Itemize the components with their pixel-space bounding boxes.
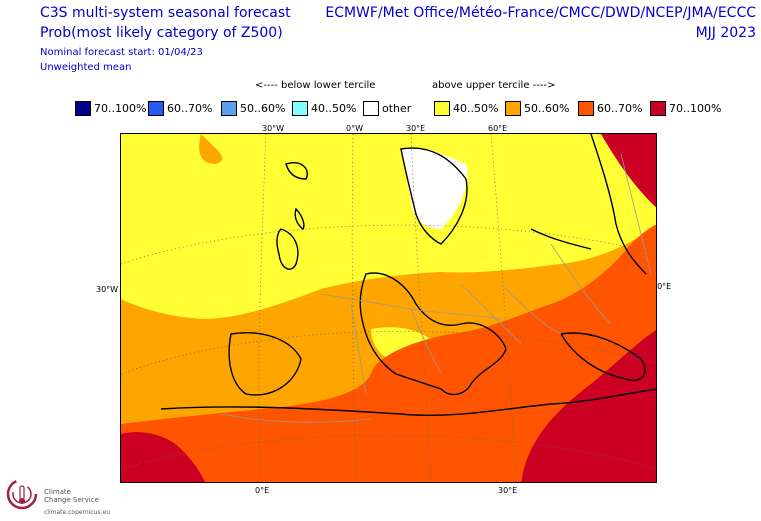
title-left-line1: C3S multi-system seasonal forecast bbox=[40, 5, 291, 21]
axis-right-label: 60°E bbox=[652, 282, 672, 291]
country-borders bbox=[220, 153, 652, 423]
region-70-100-percent-ne bbox=[601, 134, 656, 208]
title-left-line2: Prob(most likely category of Z500) bbox=[40, 25, 283, 41]
legend-swatch-below-40-50 bbox=[292, 101, 308, 116]
logo-text-line2: Change Service bbox=[44, 496, 99, 504]
graticule bbox=[121, 134, 656, 482]
legend-label-below-70-100: 70..100% bbox=[94, 102, 147, 115]
legend-label-above-50-60: 50..60% bbox=[524, 102, 570, 115]
title-right-line2: MJJ 2023 bbox=[695, 25, 756, 41]
copernicus-logo: Climate Change Service climate.copernicu… bbox=[4, 474, 124, 519]
legend-label-above-40-50: 40..50% bbox=[453, 102, 499, 115]
legend-swatch-below-50-60 bbox=[221, 101, 237, 116]
subtitle-forecast-start: Nominal forecast start: 01/04/23 bbox=[40, 47, 203, 58]
legend-label-below-40-50: 40..50% bbox=[311, 102, 357, 115]
copernicus-logo-icon bbox=[6, 478, 38, 510]
subtitle-weighting: Unweighted mean bbox=[40, 62, 132, 73]
legend-below-label: <---- below lower tercile bbox=[255, 80, 376, 91]
region-60-70-percent bbox=[121, 224, 656, 482]
legend-swatch-below-70-100 bbox=[75, 101, 91, 116]
logo-url: climate.copernicus.eu bbox=[44, 509, 111, 516]
axis-left-label: 30°W bbox=[96, 285, 119, 294]
legend-swatch-above-60-70 bbox=[578, 101, 594, 116]
legend-swatch-above-70-100 bbox=[650, 101, 666, 116]
map-canvas bbox=[121, 134, 656, 482]
axis-top-label-30e: 30°E bbox=[406, 124, 426, 133]
region-40-50-percent-north bbox=[121, 134, 656, 319]
legend-label-above-60-70: 60..70% bbox=[597, 102, 643, 115]
legend-label-below-50-60: 50..60% bbox=[240, 102, 286, 115]
title-right-line1: ECMWF/Met Office/Météo-France/CMCC/DWD/N… bbox=[325, 5, 756, 21]
legend-swatch-above-50-60 bbox=[505, 101, 521, 116]
region-50-60-patch-nw bbox=[199, 134, 223, 164]
axis-top-label-0w: 0°W bbox=[346, 124, 363, 133]
coastlines bbox=[160, 134, 656, 417]
axis-top-label-30w: 30°W bbox=[262, 124, 285, 133]
legend-label-above-70-100: 70..100% bbox=[669, 102, 722, 115]
legend-above-label: above upper tercile ----> bbox=[432, 80, 556, 91]
region-other-scandinavia bbox=[401, 147, 468, 229]
legend-swatch-below-60-70 bbox=[148, 101, 164, 116]
legend-swatch-other bbox=[363, 101, 379, 116]
axis-top-label-60e: 60°E bbox=[488, 124, 508, 133]
axis-bottom-label-0e: 0°E bbox=[255, 486, 270, 495]
legend-swatch-above-40-50 bbox=[434, 101, 450, 116]
logo-text-line1: Climate bbox=[44, 488, 71, 496]
probability-map bbox=[120, 133, 657, 483]
region-70-100-percent-sw bbox=[121, 432, 205, 482]
region-70-100-percent-se bbox=[521, 330, 656, 482]
axis-bottom-label-30e: 30°E bbox=[498, 486, 518, 495]
legend-label-below-60-70: 60..70% bbox=[167, 102, 213, 115]
legend-label-other: other bbox=[382, 102, 412, 115]
